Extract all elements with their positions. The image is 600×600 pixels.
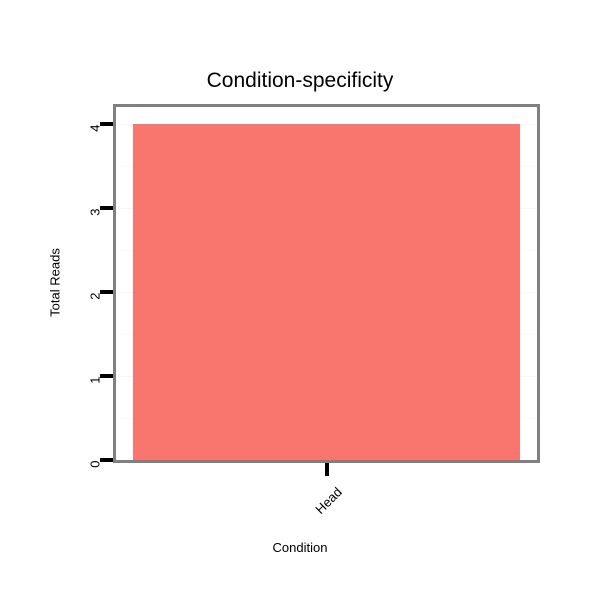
y-axis-title: Total Reads bbox=[47, 247, 63, 317]
chart-title: Condition-specificity bbox=[206, 69, 394, 92]
plot-panel bbox=[113, 104, 540, 463]
y-axis-tick bbox=[100, 458, 113, 462]
y-axis-tick-label: 0 bbox=[87, 460, 103, 468]
gridline-major bbox=[116, 460, 537, 461]
plot-panel-inner bbox=[116, 107, 537, 460]
y-axis-tick-label: 4 bbox=[87, 124, 103, 132]
bar[interactable] bbox=[133, 124, 520, 460]
x-axis-title: Condition bbox=[272, 540, 328, 555]
y-axis-tick bbox=[100, 374, 113, 378]
y-axis-tick-label: 1 bbox=[87, 376, 103, 384]
y-axis-tick-label: 3 bbox=[87, 208, 103, 216]
y-axis-tick bbox=[100, 206, 113, 210]
x-axis-tick-label: Head bbox=[312, 484, 345, 517]
y-axis-tick-label: 2 bbox=[87, 292, 103, 300]
y-axis-tick bbox=[100, 290, 113, 294]
x-axis-tick bbox=[325, 463, 329, 476]
y-axis-tick bbox=[100, 122, 113, 126]
